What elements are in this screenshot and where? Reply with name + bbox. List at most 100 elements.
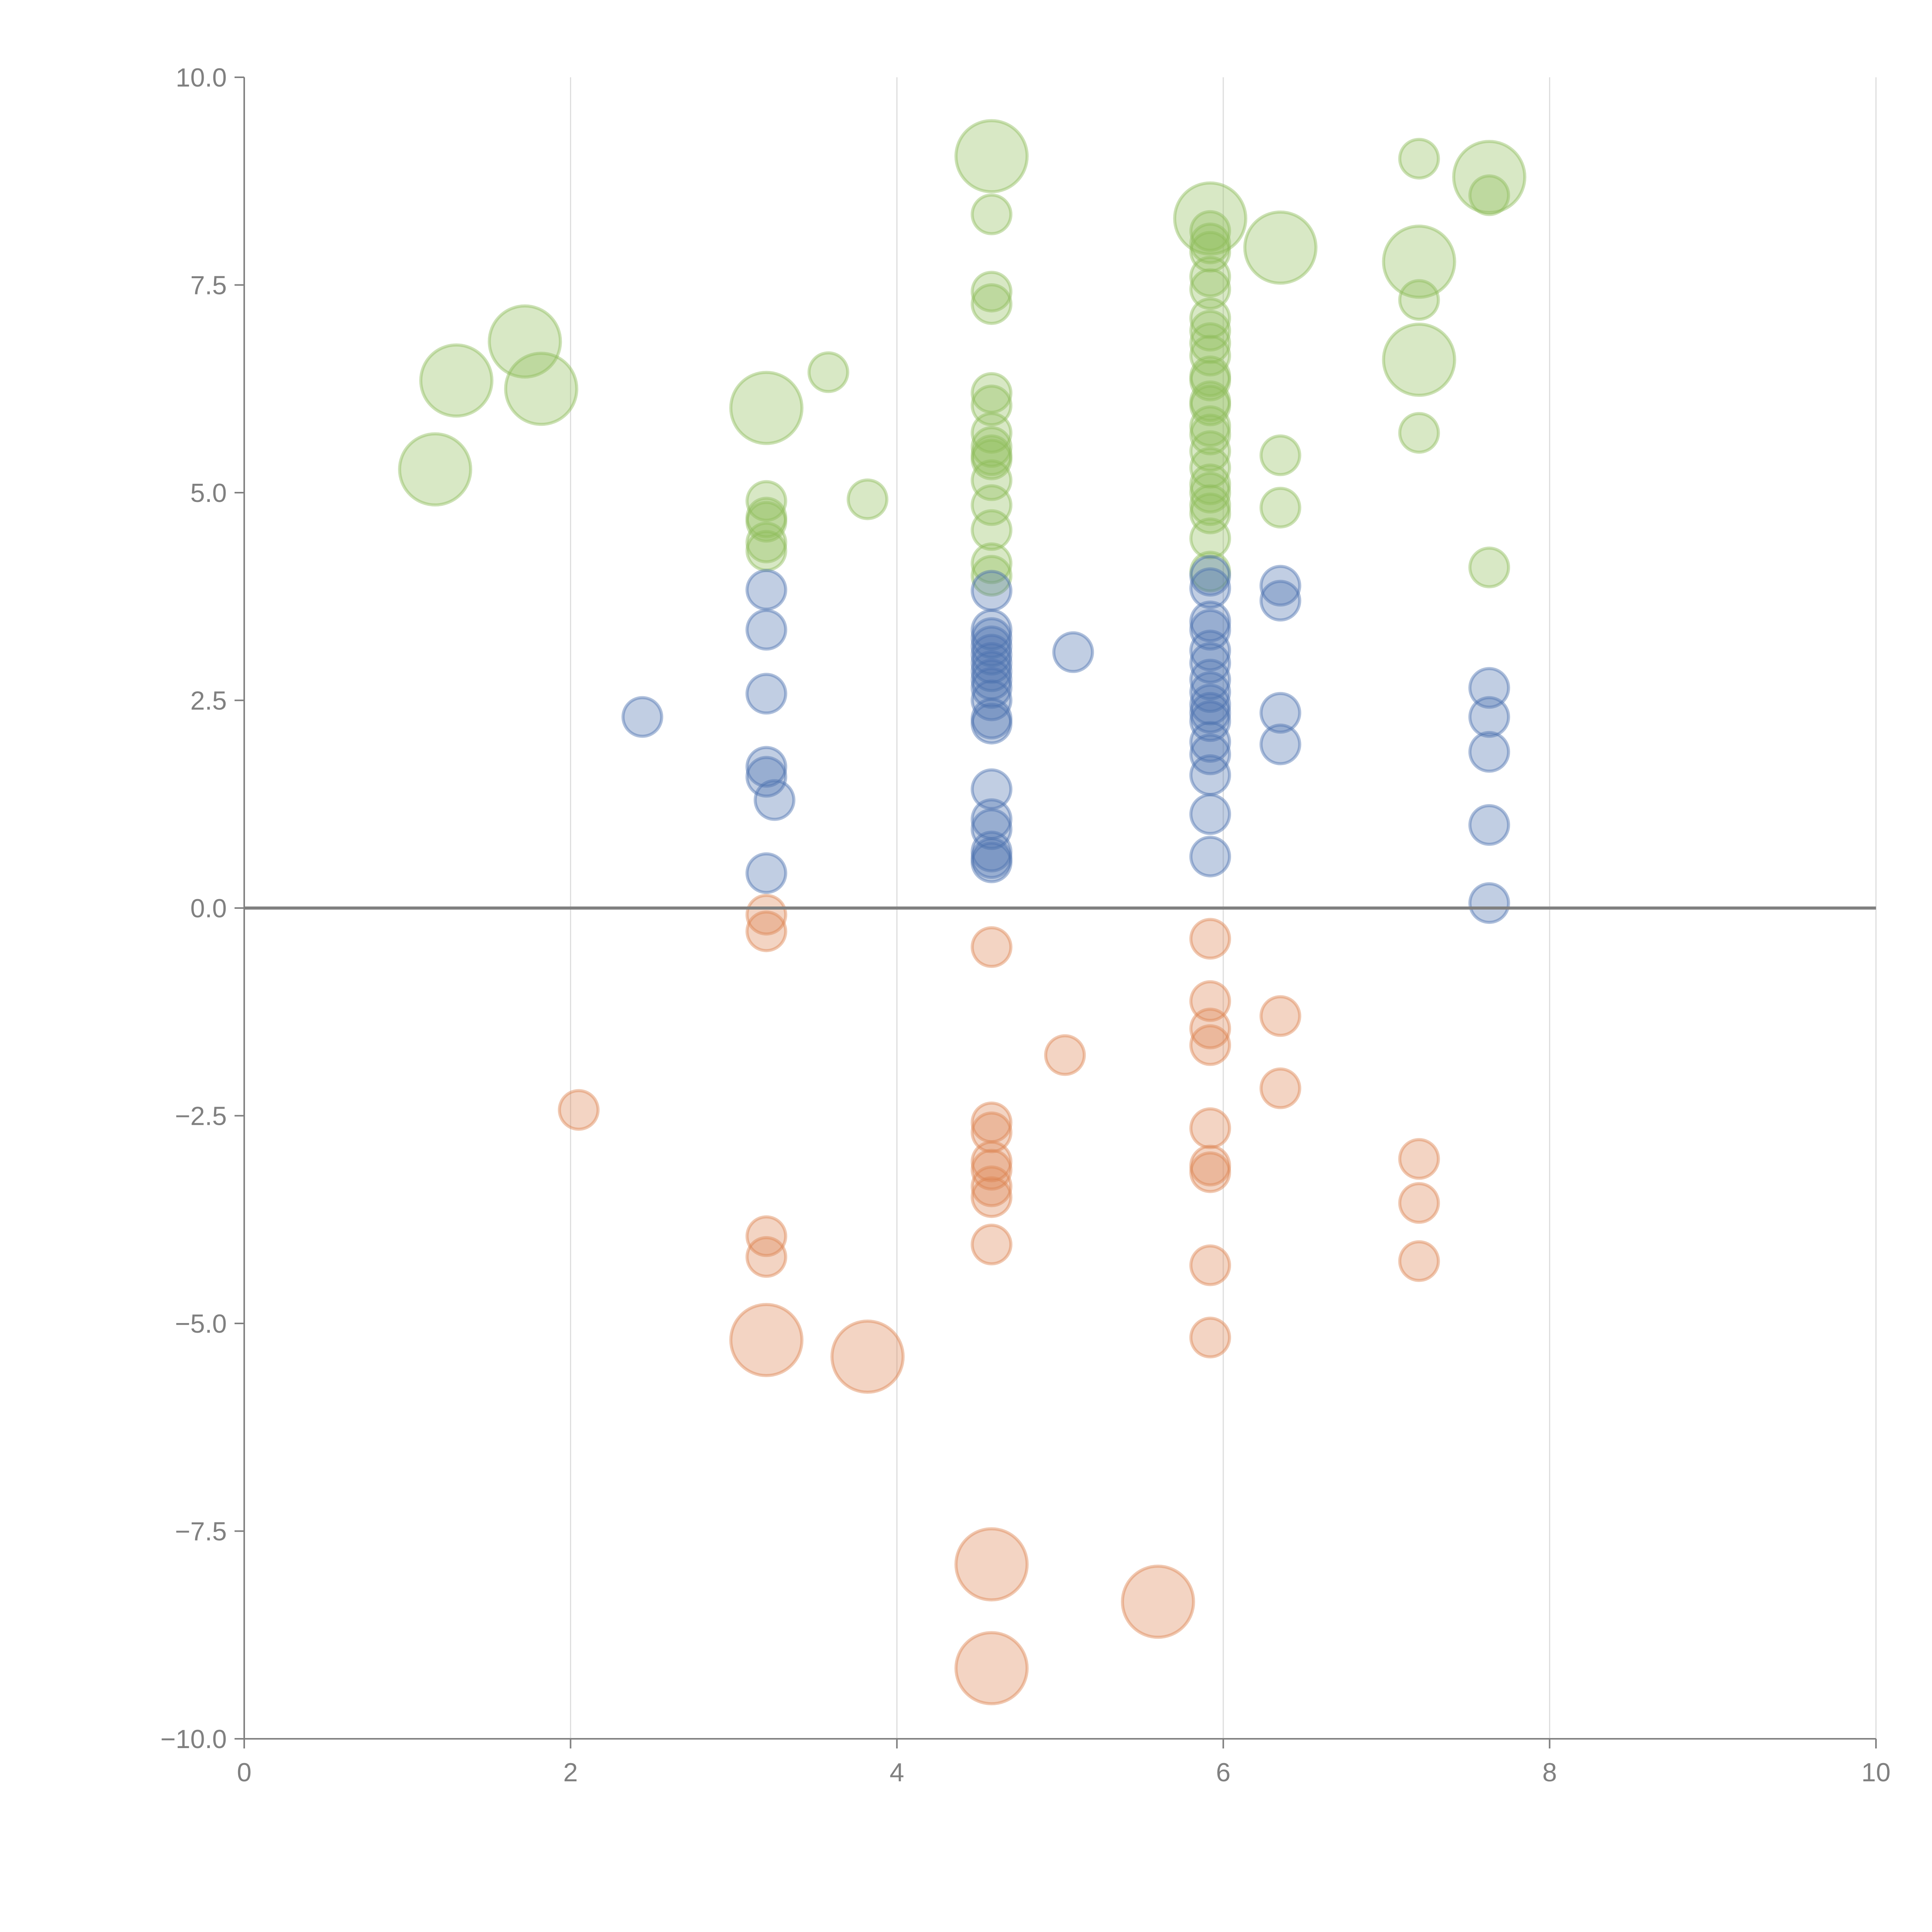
data-point-blue — [1468, 882, 1510, 924]
data-point-blue — [971, 617, 1013, 659]
data-point-orange — [830, 1320, 905, 1394]
data-point-orange — [1398, 1138, 1440, 1180]
data-point-green — [1189, 447, 1231, 489]
data-point-blue — [745, 756, 787, 798]
data-point-green — [504, 352, 578, 426]
data-point-green — [1189, 310, 1231, 352]
data-point-blue — [745, 852, 787, 894]
y-tick-label: −7.5 — [175, 1517, 227, 1546]
data-point-green — [1189, 463, 1231, 505]
data-point-blue — [971, 841, 1013, 883]
data-point-blue — [1259, 723, 1301, 765]
data-point-blue — [1259, 580, 1301, 622]
data-point-green — [971, 459, 1013, 501]
series-blue — [621, 555, 1510, 924]
data-point-blue — [971, 798, 1013, 840]
x-tick-label: 8 — [1542, 1758, 1557, 1787]
data-point-green — [1398, 279, 1440, 321]
data-point-blue — [1189, 700, 1231, 742]
data-point-orange — [1189, 1024, 1231, 1066]
data-point-orange — [954, 1527, 1029, 1602]
data-point-orange — [745, 894, 787, 936]
data-point-green — [971, 555, 1013, 597]
data-point-blue — [1189, 733, 1231, 776]
data-point-blue — [1189, 629, 1231, 672]
data-point-orange — [1398, 1240, 1440, 1282]
data-point-orange — [971, 1140, 1013, 1182]
data-point-blue — [1468, 667, 1510, 709]
data-point-green — [971, 384, 1013, 427]
data-point-green — [1468, 174, 1510, 216]
data-point-blue — [1259, 565, 1301, 607]
data-point-blue — [971, 625, 1013, 667]
data-point-blue — [753, 779, 796, 821]
data-point-green — [1189, 492, 1231, 534]
data-point-green — [1189, 472, 1231, 514]
data-point-orange — [971, 926, 1013, 968]
data-point-green — [971, 484, 1013, 526]
data-point-green — [1189, 223, 1231, 264]
data-point-blue — [1189, 600, 1231, 643]
data-point-green — [971, 372, 1013, 414]
data-point-green — [1398, 412, 1440, 454]
series-orange — [558, 894, 1440, 1706]
data-point-blue — [1189, 721, 1231, 763]
data-point-green — [1189, 517, 1231, 560]
data-point-blue — [1189, 692, 1231, 734]
data-point-orange — [1044, 1034, 1086, 1076]
data-point-green — [847, 478, 889, 520]
y-tick-label: −5.0 — [175, 1309, 227, 1338]
data-point-green — [1259, 434, 1301, 476]
data-point-blue — [745, 609, 787, 651]
data-point-blue — [1189, 609, 1231, 651]
data-point-green — [745, 522, 787, 563]
x-tick-label: 2 — [563, 1758, 578, 1787]
data-point-green — [1189, 335, 1231, 377]
data-point-blue — [971, 642, 1013, 684]
data-point-green — [971, 193, 1013, 235]
data-point-green — [1189, 210, 1231, 252]
data-point-green — [971, 509, 1013, 551]
data-point-orange — [971, 1111, 1013, 1153]
data-point-green — [971, 439, 1013, 480]
x-tick-label: 6 — [1216, 1758, 1231, 1787]
data-point-green — [1189, 430, 1231, 472]
data-point-blue — [971, 830, 1013, 872]
data-point-orange — [1259, 1067, 1301, 1109]
data-point-green — [1189, 231, 1231, 273]
data-point-green — [745, 530, 787, 572]
data-point-green — [745, 501, 787, 543]
x-ticks: 0 2 4 6 8 10 — [237, 1739, 1891, 1787]
y-ticks: −10.0 −7.5 −5.0 −2.5 0.0 2.5 5.0 7.5 10.0 — [160, 63, 244, 1754]
y-tick-label: 10.0 — [176, 63, 227, 92]
x-tick-label: 10 — [1861, 1758, 1891, 1787]
x-tick-label: 0 — [237, 1758, 252, 1787]
data-point-green — [1189, 297, 1231, 339]
data-point-orange — [558, 1089, 600, 1131]
data-point-blue — [971, 808, 1013, 850]
data-point-orange — [1189, 1151, 1231, 1193]
y-tick-label: −10.0 — [160, 1725, 227, 1754]
data-point-blue — [1189, 642, 1231, 684]
data-point-green — [1189, 268, 1231, 310]
data-point-green — [1452, 140, 1527, 214]
y-tick-label: −2.5 — [175, 1102, 227, 1131]
data-point-blue — [971, 658, 1013, 701]
data-point-blue — [1189, 671, 1231, 713]
data-point-green — [398, 432, 473, 507]
data-point-blue — [745, 673, 787, 715]
data-point-green — [1468, 546, 1510, 588]
data-point-green — [971, 426, 1013, 468]
data-point-orange — [1189, 1107, 1231, 1149]
data-point-orange — [971, 1165, 1013, 1208]
data-point-blue — [971, 609, 1013, 651]
data-point-orange — [1121, 1565, 1195, 1639]
data-point-blue — [1189, 658, 1231, 701]
data-point-blue — [1468, 804, 1510, 846]
data-point-green — [1189, 256, 1231, 298]
data-point-orange — [745, 910, 787, 952]
data-point-blue — [745, 746, 787, 788]
data-point-green — [1189, 551, 1231, 593]
data-point-orange — [1189, 1145, 1231, 1187]
